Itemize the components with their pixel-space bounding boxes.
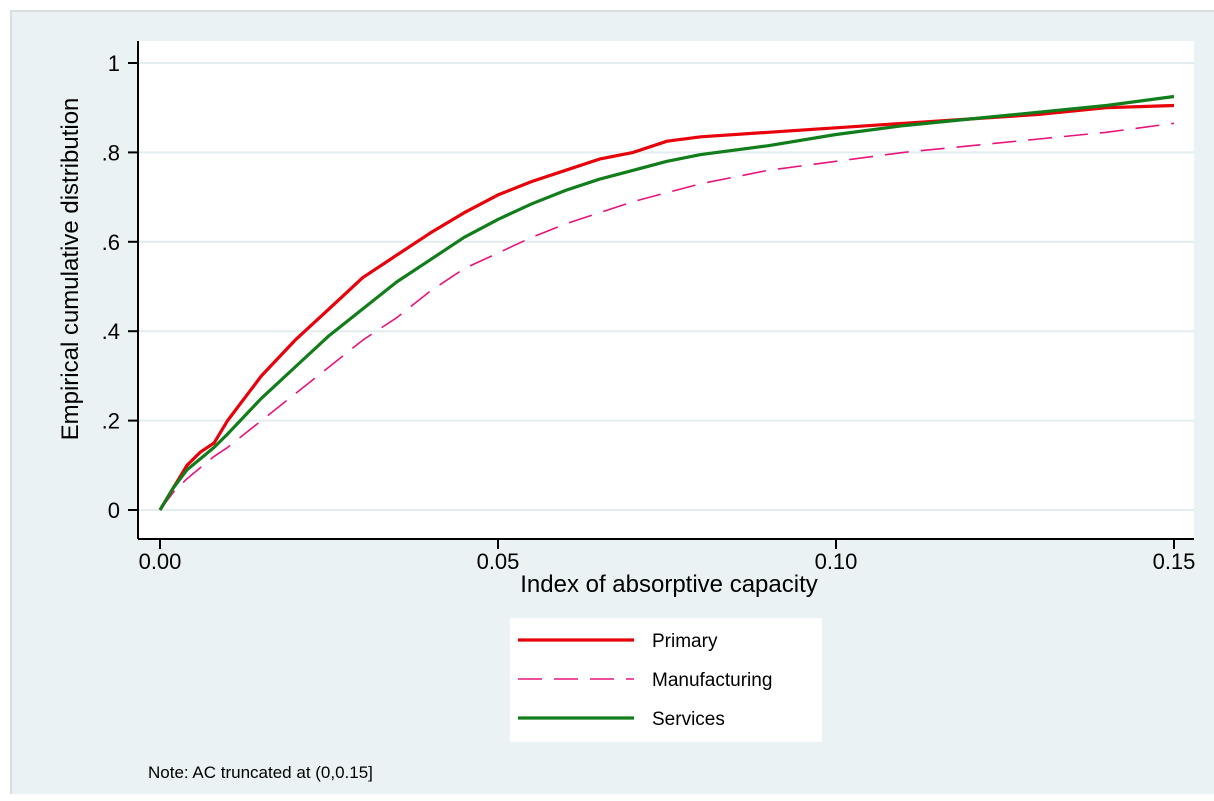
series-lines <box>158 94 1175 511</box>
y-tick-label-2: .4 <box>102 319 120 344</box>
x-tick-label-1: 0.05 <box>477 549 520 574</box>
x-tick-label-3: 0.15 <box>1153 549 1196 574</box>
axes <box>137 41 1194 540</box>
legend: Primary Manufacturing Services <box>510 618 822 742</box>
y-tick-label-0: 0 <box>108 498 120 523</box>
series-line-primary <box>158 103 1175 511</box>
gridlines <box>138 62 1194 511</box>
series-line-services <box>158 94 1175 511</box>
x-tick-label-2: 0.10 <box>815 549 858 574</box>
series-line-manufacturing <box>159 122 1175 511</box>
ecdf-chart: 0 .2 .4 .6 .8 1 0.00 0.05 0.10 0.15 Empirical cu… <box>57 41 1196 782</box>
legend-label-primary: Primary <box>652 631 718 652</box>
legend-label-services: Services <box>652 709 725 730</box>
x-axis-title: Index of absorptive capacity <box>520 571 818 598</box>
x-tick-label-0: 0.00 <box>139 549 182 574</box>
x-ticks: 0.00 0.05 0.10 0.15 <box>139 539 1196 574</box>
y-tick-label-1: .2 <box>102 409 120 434</box>
y-tick-label-3: .6 <box>102 230 120 255</box>
note-text: Note: AC truncated at (0,0.15] <box>148 763 373 782</box>
y-tick-label-4: .8 <box>102 140 120 165</box>
chart-frame: 0 .2 .4 .6 .8 1 0.00 0.05 0.10 0.15 Empirical cu… <box>10 10 1214 794</box>
legend-label-manufacturing: Manufacturing <box>652 670 772 691</box>
plot-area <box>138 41 1194 539</box>
y-ticks: 0 .2 .4 .6 .8 1 <box>102 51 138 523</box>
y-axis-title: Empirical cumulative distribution <box>57 98 84 441</box>
y-tick-label-5: 1 <box>108 51 120 76</box>
